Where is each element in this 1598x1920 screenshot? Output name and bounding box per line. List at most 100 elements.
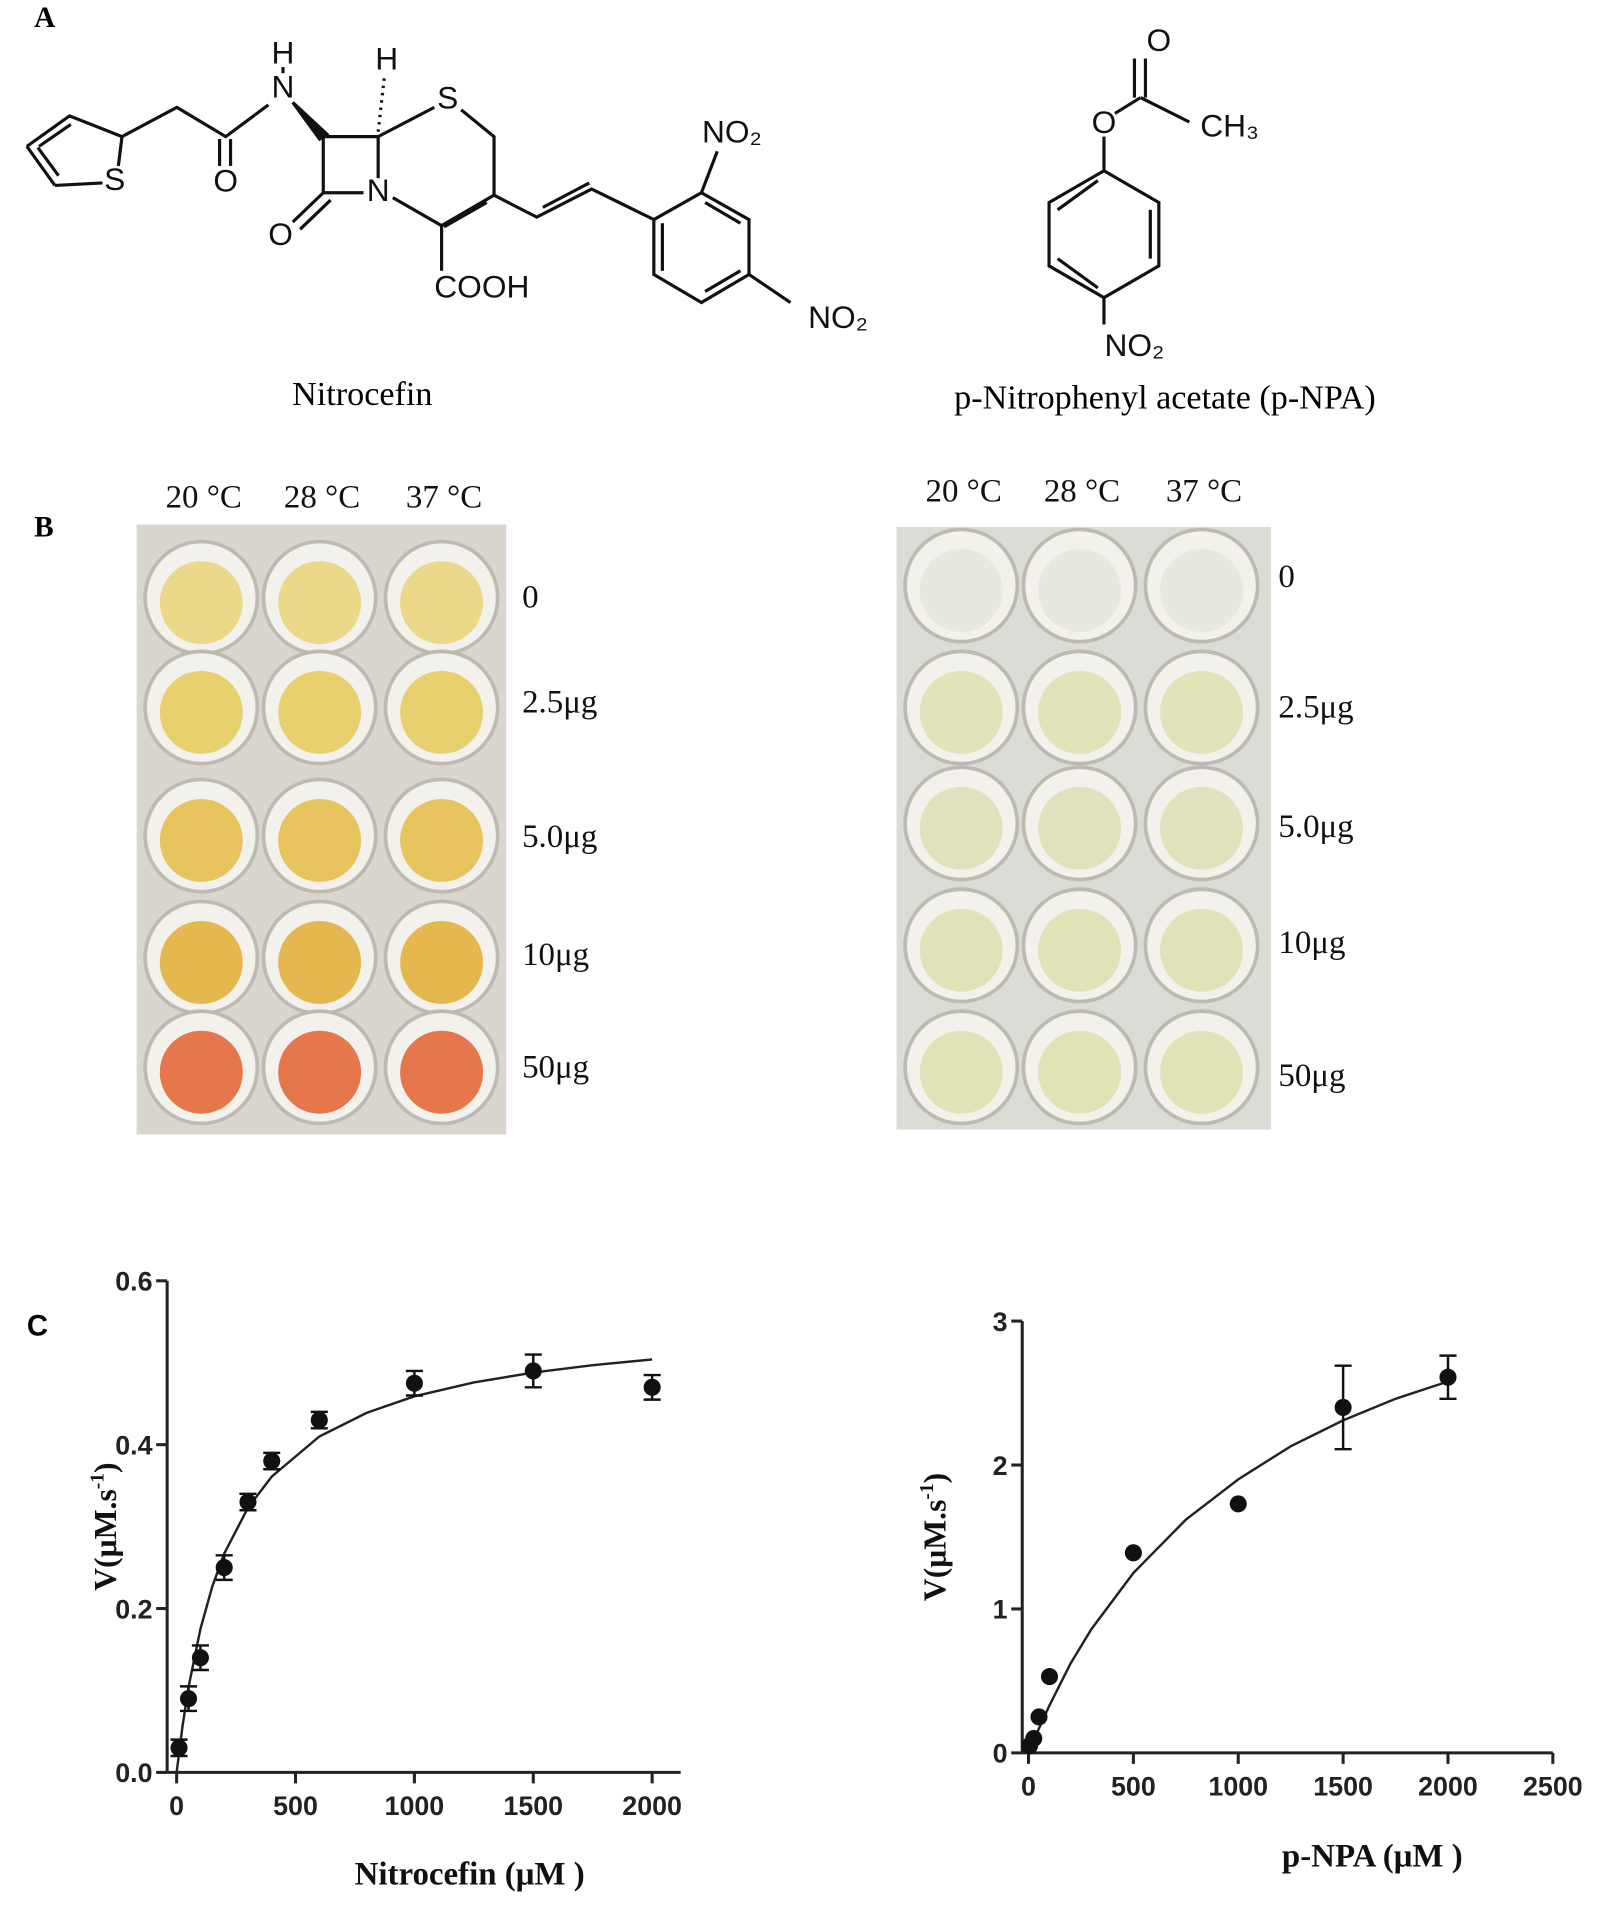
well-liquid: [159, 798, 243, 882]
fit-curve: [175, 1358, 653, 1773]
atom-label: O: [1092, 104, 1117, 140]
y-tick-label: 0.4: [115, 1430, 152, 1460]
y-tick-label: 0: [993, 1739, 1008, 1769]
y-axis-title-part: ): [917, 1473, 952, 1484]
well-liquid: [1160, 670, 1244, 754]
well-liquid: [400, 798, 484, 882]
well-liquid: [1160, 548, 1244, 632]
structure-name: Nitrocefin: [292, 376, 432, 413]
data-point: [643, 1378, 661, 1396]
x-tick-label: 0: [169, 1791, 184, 1821]
well-liquid: [1160, 786, 1244, 870]
atom-label: CH₃: [1200, 107, 1259, 143]
x-tick-label: 2000: [1418, 1772, 1478, 1802]
fit-curve: [1027, 1380, 1449, 1754]
atom-label: NO₂: [1105, 327, 1165, 363]
y-axis-title-part: -1: [917, 1483, 938, 1499]
amount-label: 50μg: [1278, 1058, 1345, 1094]
well-liquid: [1038, 548, 1122, 632]
well-liquid: [1038, 786, 1122, 870]
data-point: [1229, 1495, 1247, 1513]
well-liquid: [159, 561, 243, 645]
y-axis-title: V(μM.s-1): [917, 1473, 952, 1601]
atom-label: NO₂: [808, 299, 868, 335]
data-point: [215, 1559, 233, 1577]
atom-label: H: [375, 40, 398, 76]
well-liquid: [1160, 1030, 1244, 1114]
atom-label: S: [437, 79, 458, 115]
nitrocefin-structure: [25, 67, 792, 305]
amount-label: 0: [1278, 559, 1294, 595]
x-axis-title: p-NPA (μM ): [1282, 1838, 1463, 1874]
atom-label: O: [213, 162, 238, 198]
amount-label: 5.0μg: [1278, 809, 1353, 845]
data-point: [191, 1649, 209, 1667]
data-point: [405, 1374, 423, 1392]
y-axis-title: V(μM.s-1): [88, 1462, 123, 1590]
well-liquid: [1160, 908, 1244, 992]
temperature-label: 28 °C: [1044, 474, 1120, 510]
data-point: [1124, 1544, 1142, 1562]
y-axis-title-part: ): [88, 1462, 123, 1473]
well-liquid: [919, 670, 1003, 754]
atom-label: COOH: [434, 268, 529, 304]
y-tick-label: 2: [993, 1451, 1008, 1481]
x-tick-label: 0: [1021, 1772, 1036, 1802]
x-tick-label: 1500: [1313, 1772, 1373, 1802]
structure-name: p-Nitrophenyl acetate (p-NPA): [954, 380, 1376, 417]
amount-label: 50μg: [522, 1049, 589, 1085]
y-tick-label: 1: [993, 1595, 1008, 1625]
y-axis-title-part: -1: [88, 1473, 109, 1489]
amount-label: 2.5μg: [522, 685, 597, 721]
x-tick-label: 2000: [622, 1791, 682, 1821]
y-axis-title-part: V(μM.s: [917, 1500, 952, 1602]
amount-label: 0: [522, 580, 538, 616]
x-tick-label: 1000: [385, 1791, 445, 1821]
panel-label: C: [27, 1311, 48, 1343]
y-tick-label: 0.0: [115, 1758, 152, 1788]
atom-label: N: [367, 172, 390, 208]
atom-label: O: [1147, 22, 1172, 58]
temperature-label: 37 °C: [1166, 474, 1242, 510]
x-tick-label: 500: [273, 1791, 318, 1821]
well-liquid: [1038, 670, 1122, 754]
y-axis-title-part: V(μM.s: [88, 1489, 123, 1591]
x-tick-label: 1500: [503, 1791, 563, 1821]
x-tick-label: 500: [1111, 1772, 1156, 1802]
amount-label: 10μg: [1278, 925, 1345, 961]
x-tick-label: 1000: [1208, 1772, 1268, 1802]
well-liquid: [400, 670, 484, 754]
well-liquid: [159, 670, 243, 754]
well-liquid: [400, 1030, 484, 1114]
temperature-label: 20 °C: [926, 474, 1002, 510]
well-liquid: [278, 670, 362, 754]
atom-label: O: [268, 216, 293, 252]
well-liquid: [1038, 908, 1122, 992]
data-point: [239, 1493, 257, 1511]
y-tick-label: 0.6: [115, 1267, 152, 1297]
atom-label: N: [272, 68, 295, 104]
pnpa-structure: [1047, 58, 1191, 325]
well-liquid: [278, 798, 362, 882]
well-liquid: [159, 920, 243, 1004]
data-point: [1040, 1668, 1059, 1686]
atom-label: NO₂: [702, 114, 762, 150]
well-liquid: [919, 548, 1003, 632]
well-liquid: [400, 920, 484, 1004]
panel-label: A: [34, 2, 55, 34]
amount-label: 10μg: [522, 937, 589, 973]
y-tick-label: 3: [993, 1307, 1008, 1337]
data-point: [310, 1411, 328, 1429]
data-point: [179, 1690, 198, 1708]
well-liquid: [278, 561, 362, 645]
y-tick-label: 0.2: [115, 1594, 152, 1624]
well-liquid: [400, 561, 484, 645]
data-point: [170, 1739, 188, 1757]
amount-label: 5.0μg: [522, 819, 597, 855]
temperature-label: 37 °C: [406, 480, 482, 516]
well-liquid: [919, 786, 1003, 870]
panel-label: B: [34, 512, 54, 544]
data-point: [1030, 1708, 1048, 1726]
well-liquid: [919, 1030, 1003, 1114]
